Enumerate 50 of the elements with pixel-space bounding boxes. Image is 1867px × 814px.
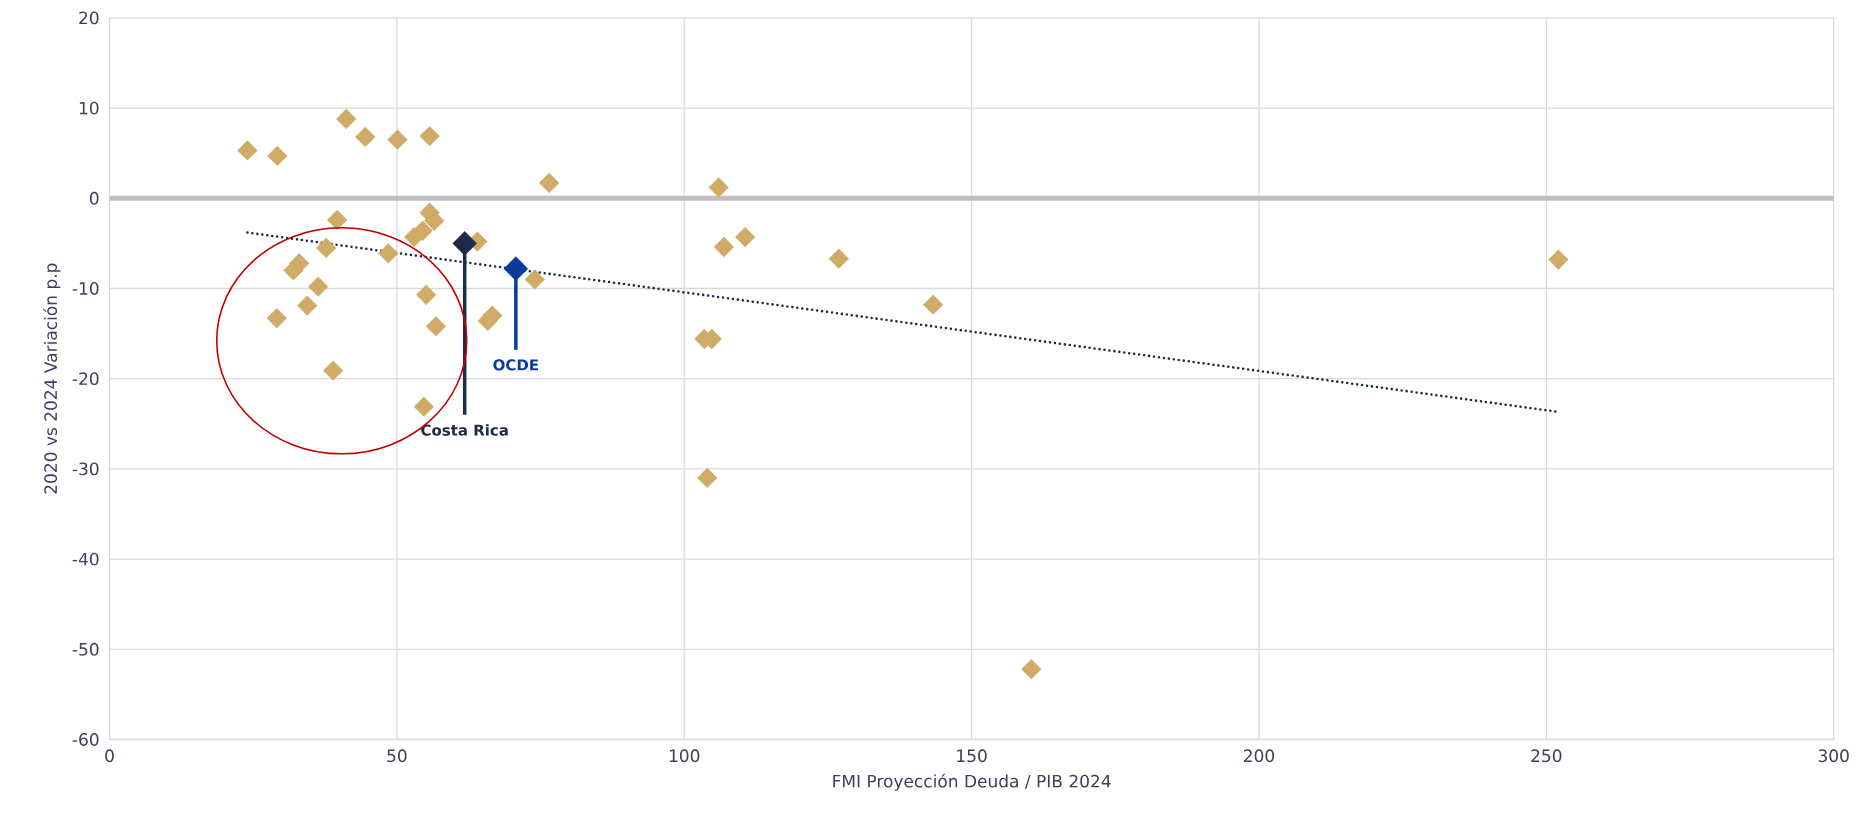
- point: [524, 269, 545, 290]
- point: [316, 237, 337, 258]
- y-tick-label: 10: [79, 101, 99, 115]
- y-tick-label: -10: [72, 282, 99, 295]
- y-tick-label: -30: [72, 462, 99, 476]
- point: [322, 360, 344, 381]
- y-tick-label: -40: [72, 552, 99, 566]
- x-axis-title: FMI Proyección Deuda / PIB 2024: [833, 773, 1111, 791]
- x-tick-label: 0: [105, 749, 114, 763]
- point: [1548, 249, 1569, 270]
- point: [922, 294, 944, 315]
- point: [1021, 659, 1042, 680]
- point: [387, 129, 408, 150]
- y-tick-label: 20: [79, 11, 99, 25]
- point: [482, 305, 503, 326]
- point: [336, 108, 357, 129]
- x-tick-label: 100: [669, 749, 700, 763]
- point: [237, 140, 258, 161]
- point: [503, 256, 529, 281]
- point: [713, 236, 734, 258]
- annotation: Costa Rica: [421, 424, 508, 436]
- point: [828, 248, 849, 269]
- annotation: OCDE: [493, 359, 538, 371]
- point: [308, 276, 329, 297]
- point: [416, 284, 437, 305]
- point: [297, 295, 318, 316]
- x-tick-label: 150: [957, 749, 987, 763]
- point: [697, 467, 718, 488]
- point: [267, 145, 288, 166]
- point: [413, 396, 434, 417]
- point: [404, 226, 425, 248]
- y-tick-label: -20: [72, 372, 99, 386]
- point: [425, 316, 447, 337]
- point: [355, 126, 376, 148]
- point: [452, 231, 477, 256]
- point: [378, 243, 399, 264]
- point: [708, 177, 729, 198]
- y-tick-label: -50: [72, 642, 99, 656]
- point: [419, 125, 440, 147]
- x-tick-label: 50: [387, 749, 407, 763]
- point: [327, 209, 348, 231]
- x-tick-label: 200: [1243, 749, 1275, 763]
- point: [266, 308, 287, 329]
- x-tick-label: 300: [1818, 749, 1849, 763]
- y-tick-label: 0: [89, 191, 99, 205]
- point: [735, 226, 756, 248]
- point: [539, 172, 560, 194]
- y-axis-title: 2020 vs 2024 Variación p.p: [43, 263, 61, 494]
- y-tick-label: -60: [72, 733, 99, 746]
- x-tick-label: 250: [1531, 749, 1562, 763]
